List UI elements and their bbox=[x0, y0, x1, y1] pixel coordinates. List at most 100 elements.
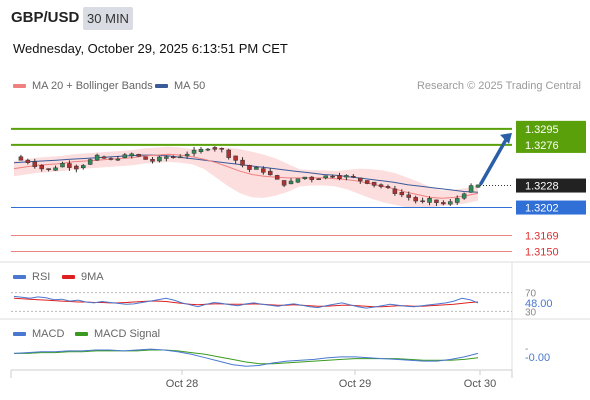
candle bbox=[358, 177, 363, 182]
legend-rsi-ma-label: 9MA bbox=[81, 271, 104, 283]
candle bbox=[461, 193, 467, 199]
candle bbox=[406, 194, 411, 198]
credit-text: Research © 2025 Trading Central bbox=[416, 80, 581, 92]
rsi-swatch bbox=[13, 275, 26, 279]
legend-rsi: RSI bbox=[13, 271, 50, 283]
candle bbox=[337, 175, 342, 179]
candle bbox=[226, 149, 231, 158]
candle bbox=[281, 180, 287, 186]
macd-swatch bbox=[13, 332, 26, 336]
ma50-line bbox=[13, 154, 479, 193]
candle bbox=[39, 164, 44, 170]
macd-current-value: -0.00 bbox=[525, 352, 550, 364]
candle bbox=[261, 168, 266, 173]
legend-macd-label: MACD bbox=[32, 328, 65, 340]
candle bbox=[434, 199, 439, 203]
level-label-support: 1.3150 bbox=[525, 247, 559, 259]
x-tick-oct30: Oct 30 bbox=[464, 378, 496, 390]
main-panel: 1.3295 1.3276 1.3228 1.3202 1.3169 1.3150 bbox=[0, 120, 590, 378]
candle bbox=[143, 156, 148, 160]
candle bbox=[164, 156, 169, 159]
candle bbox=[468, 185, 474, 193]
candle bbox=[427, 198, 432, 203]
legend-rsi-ma: 9MA bbox=[62, 271, 104, 283]
rsi-tick-30: 30 bbox=[525, 307, 537, 318]
candle bbox=[212, 147, 218, 150]
bollinger-band bbox=[14, 146, 478, 208]
legend-ma20-label: MA 20 + Bollinger Bands bbox=[32, 80, 153, 92]
candle bbox=[171, 156, 176, 159]
legend-rsi-label: RSI bbox=[32, 271, 51, 283]
macd-signal-swatch bbox=[75, 332, 88, 336]
candle bbox=[448, 201, 453, 205]
level-label-current: 1.3228 bbox=[525, 181, 559, 193]
candle bbox=[254, 167, 259, 170]
macd-line bbox=[13, 348, 479, 367]
candle bbox=[475, 184, 481, 188]
level-label-resistance: 1.3295 bbox=[525, 124, 559, 136]
rsi-current-value: 48.00 bbox=[525, 298, 553, 310]
candle bbox=[323, 175, 328, 179]
candle bbox=[392, 188, 398, 194]
level-label-support: 1.3169 bbox=[525, 230, 559, 242]
legend-ma20: MA 20 + Bollinger Bands bbox=[13, 80, 153, 92]
candle bbox=[87, 159, 93, 165]
rsi-tick-70: 70 bbox=[525, 289, 537, 300]
legend-macd-signal-label: MACD Signal bbox=[94, 328, 161, 340]
candle bbox=[32, 161, 38, 167]
ma50-swatch bbox=[155, 84, 168, 88]
macd-tick: - bbox=[525, 344, 528, 355]
projection-arrow bbox=[479, 136, 509, 186]
resistance-label-box bbox=[516, 120, 586, 153]
timeframe-button[interactable]: 30 MIN bbox=[83, 7, 133, 30]
candle bbox=[233, 155, 238, 161]
candle bbox=[81, 165, 86, 169]
candle bbox=[205, 148, 211, 151]
candle bbox=[191, 149, 197, 154]
legend-macd-signal: MACD Signal bbox=[75, 328, 160, 340]
level-label-pivot: 1.3202 bbox=[525, 203, 559, 215]
candle bbox=[274, 175, 280, 180]
x-tick-oct28: Oct 28 bbox=[166, 378, 198, 390]
candle bbox=[219, 148, 225, 150]
candle bbox=[267, 170, 273, 176]
legend-ma50-label: MA 50 bbox=[174, 80, 206, 92]
candle bbox=[184, 153, 190, 157]
level-label-box bbox=[516, 178, 586, 193]
candle bbox=[413, 197, 418, 202]
candle bbox=[240, 159, 245, 166]
candle bbox=[385, 186, 391, 188]
candle bbox=[198, 148, 204, 152]
candle bbox=[60, 163, 65, 168]
candle bbox=[371, 181, 377, 186]
candle bbox=[302, 176, 308, 180]
candle bbox=[288, 180, 294, 185]
candle bbox=[177, 156, 183, 159]
candle bbox=[150, 159, 155, 162]
candle bbox=[247, 164, 252, 170]
candle bbox=[330, 175, 335, 178]
candle bbox=[25, 159, 31, 163]
ma20-swatch bbox=[13, 84, 26, 88]
projection-arrowhead bbox=[500, 132, 512, 144]
candle bbox=[67, 163, 72, 168]
candle bbox=[74, 165, 79, 170]
rsi-line bbox=[13, 295, 479, 309]
instrument-title: GBP/USD bbox=[11, 9, 80, 26]
macd-signal-line bbox=[14, 349, 479, 365]
candle bbox=[115, 158, 121, 161]
candle bbox=[420, 200, 425, 203]
candle bbox=[53, 167, 58, 171]
level-label-resistance: 1.3276 bbox=[525, 140, 559, 152]
x-tick-oct29: Oct 29 bbox=[339, 378, 371, 390]
rsi-ma-swatch bbox=[62, 275, 75, 279]
legend-macd: MACD bbox=[13, 328, 64, 340]
candle bbox=[295, 178, 301, 183]
top-bar: GBP/USD 30 MIN bbox=[0, 0, 590, 36]
candle bbox=[309, 176, 315, 180]
candle bbox=[344, 175, 349, 178]
datetime-label: Wednesday, October 29, 2025 6:13:51 PM C… bbox=[13, 41, 288, 56]
candle bbox=[94, 154, 100, 161]
